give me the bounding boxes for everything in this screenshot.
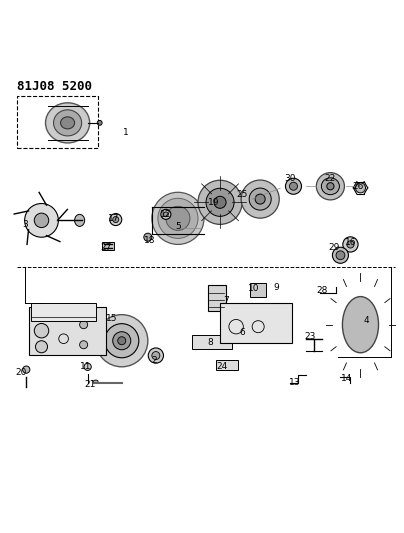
Ellipse shape [214, 196, 226, 208]
Text: 81J08 5200: 81J08 5200 [17, 80, 93, 93]
Text: 19: 19 [208, 198, 220, 207]
Text: 29: 29 [329, 243, 340, 252]
Bar [103, 243, 114, 251]
Bar [216, 360, 238, 369]
Ellipse shape [356, 183, 366, 193]
Text: 13: 13 [288, 378, 300, 387]
Bar [29, 306, 106, 355]
Bar [32, 303, 96, 321]
Ellipse shape [113, 332, 131, 350]
Text: 27: 27 [100, 243, 112, 252]
Circle shape [80, 321, 88, 329]
Text: 26: 26 [353, 182, 364, 191]
Ellipse shape [75, 214, 85, 227]
Ellipse shape [46, 103, 90, 143]
Ellipse shape [152, 192, 204, 245]
Text: 22: 22 [325, 174, 336, 183]
Ellipse shape [336, 251, 345, 260]
Circle shape [34, 213, 49, 228]
Text: 7: 7 [223, 296, 229, 305]
Text: 4: 4 [364, 316, 369, 325]
Text: 14: 14 [341, 374, 352, 383]
Ellipse shape [61, 117, 75, 129]
Ellipse shape [347, 241, 354, 248]
Ellipse shape [148, 348, 164, 363]
Ellipse shape [105, 324, 139, 358]
Text: 28: 28 [317, 286, 328, 295]
Ellipse shape [161, 209, 171, 220]
Bar [220, 303, 292, 343]
Text: 21: 21 [84, 381, 95, 390]
Ellipse shape [152, 352, 160, 360]
Ellipse shape [249, 188, 271, 210]
Ellipse shape [84, 363, 91, 370]
Circle shape [80, 341, 88, 349]
Text: 9: 9 [274, 283, 279, 292]
Text: 10: 10 [248, 284, 260, 293]
Text: 20: 20 [16, 368, 27, 377]
Ellipse shape [144, 233, 152, 241]
Text: 17: 17 [108, 214, 120, 223]
Ellipse shape [327, 183, 334, 190]
Text: 16: 16 [345, 238, 356, 247]
Ellipse shape [166, 206, 190, 230]
Circle shape [36, 341, 48, 353]
Text: 24: 24 [217, 362, 228, 372]
Text: 25: 25 [236, 190, 248, 199]
Ellipse shape [241, 180, 279, 218]
Circle shape [34, 324, 49, 338]
Ellipse shape [198, 180, 242, 224]
Text: 1: 1 [123, 127, 128, 136]
Text: 8: 8 [207, 338, 213, 347]
Ellipse shape [206, 188, 234, 216]
Bar [208, 285, 226, 311]
Ellipse shape [286, 178, 301, 195]
Bar [17, 96, 98, 148]
Ellipse shape [343, 296, 379, 353]
Ellipse shape [23, 366, 30, 373]
Bar [192, 335, 232, 349]
Bar [250, 282, 266, 296]
Text: 30: 30 [284, 174, 296, 183]
Ellipse shape [343, 237, 358, 252]
Ellipse shape [93, 380, 98, 383]
Text: 5: 5 [175, 222, 181, 231]
Ellipse shape [290, 182, 297, 190]
Ellipse shape [110, 214, 122, 225]
Text: 23: 23 [305, 332, 316, 341]
Text: 18: 18 [144, 236, 156, 245]
Ellipse shape [96, 314, 148, 367]
Ellipse shape [97, 120, 102, 125]
Text: 15: 15 [106, 314, 118, 323]
Ellipse shape [164, 212, 168, 217]
Ellipse shape [255, 194, 265, 204]
Text: 2: 2 [151, 356, 157, 365]
Circle shape [25, 204, 58, 237]
Ellipse shape [321, 178, 339, 195]
Text: 11: 11 [80, 362, 91, 372]
Ellipse shape [54, 110, 82, 136]
Ellipse shape [118, 337, 126, 345]
Ellipse shape [113, 216, 119, 223]
Text: 6: 6 [239, 328, 245, 337]
Ellipse shape [158, 198, 198, 238]
Ellipse shape [332, 247, 348, 263]
Ellipse shape [316, 173, 345, 200]
Text: 12: 12 [160, 210, 172, 219]
Text: 3: 3 [23, 220, 28, 229]
